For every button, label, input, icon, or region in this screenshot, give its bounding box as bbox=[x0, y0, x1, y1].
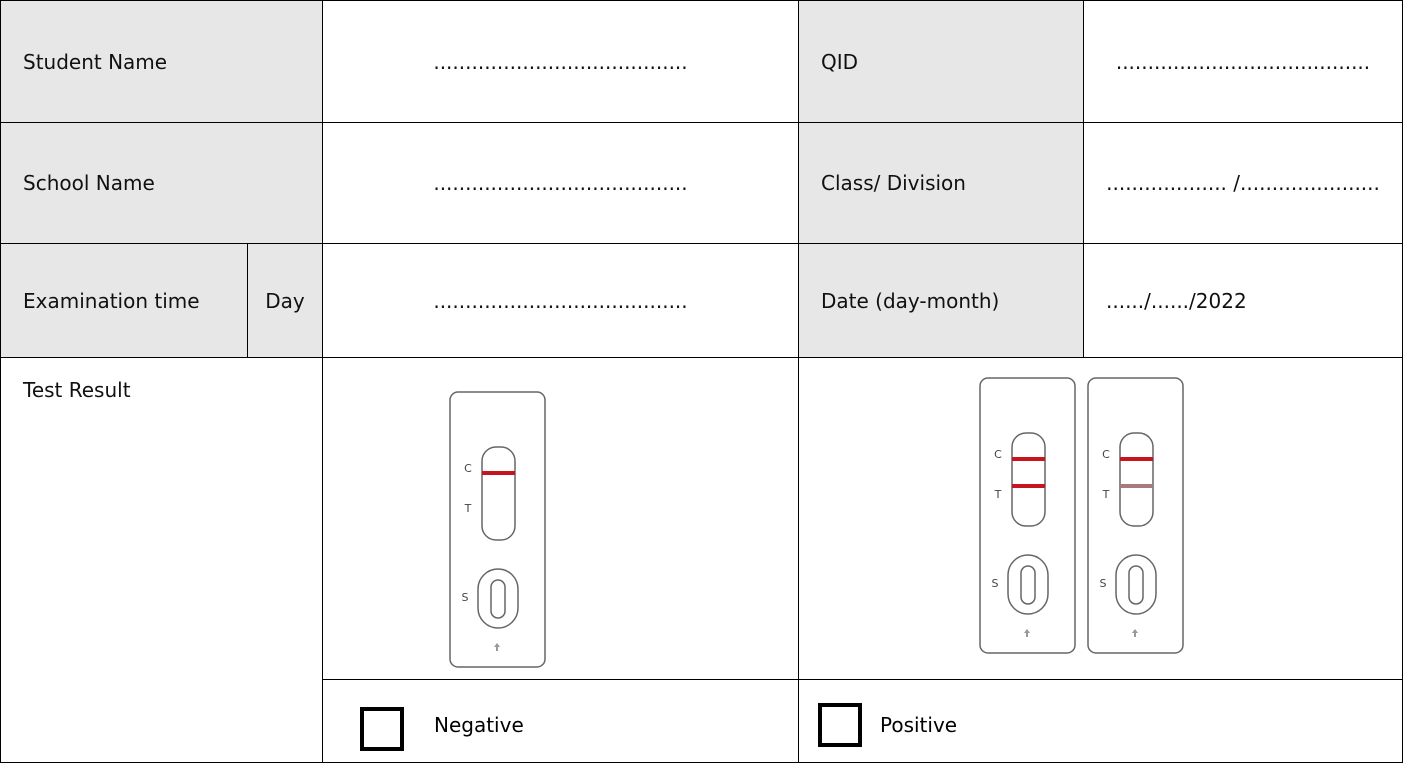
value-cell: ....../....../2022 bbox=[1083, 243, 1403, 358]
value-cell: ................... /...................… bbox=[1083, 122, 1403, 244]
checkbox[interactable] bbox=[360, 707, 404, 751]
label-cell: Class/ Division bbox=[798, 122, 1084, 244]
label-cell: QID bbox=[798, 0, 1084, 123]
label-cell: Test Result bbox=[0, 357, 323, 763]
value-cell: ........................................ bbox=[322, 243, 799, 358]
value-cell: ........................................ bbox=[1083, 0, 1403, 123]
label-cell: School Name bbox=[0, 122, 323, 244]
label-cell: Day bbox=[247, 243, 323, 358]
value-cell: ........................................ bbox=[322, 0, 799, 123]
image-cell bbox=[798, 357, 1403, 680]
label-cell: Date (day-month) bbox=[798, 243, 1084, 358]
label-cell: Student Name bbox=[0, 0, 323, 123]
checkbox[interactable] bbox=[818, 703, 862, 747]
value-cell: ........................................ bbox=[322, 122, 799, 244]
option-label: Positive bbox=[880, 713, 958, 737]
option-label: Negative bbox=[434, 713, 524, 737]
label-cell: Examination time bbox=[0, 243, 248, 358]
image-cell bbox=[322, 357, 799, 680]
